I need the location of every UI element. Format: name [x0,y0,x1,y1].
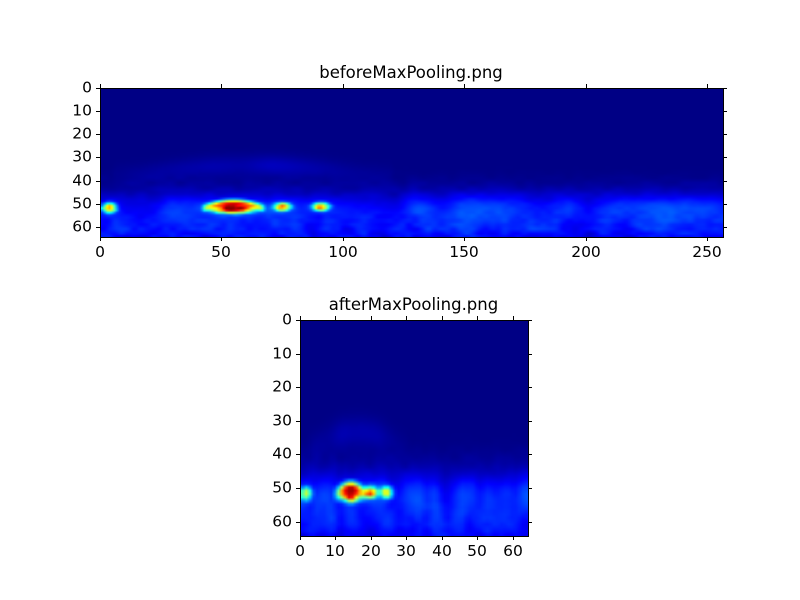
x-tick-label: 0 [95,243,105,261]
x-tick-label: 30 [396,542,416,560]
heatmap-after-max-pooling [300,320,529,537]
y-tick-label: 20 [72,124,92,143]
x-tick-label: 50 [211,243,231,261]
x-tick-label: 100 [328,243,358,261]
y-tick-mark [96,181,100,182]
x-tick-mark [477,536,478,540]
x-tick-mark [221,237,222,241]
y-tick-mark [296,454,300,455]
x-tick-mark [100,237,101,241]
x-tick-label: 250 [692,243,722,261]
heatmap-canvas-after-max-pooling [301,321,528,536]
x-tick-label: 50 [467,542,487,560]
y-tick-mark-right [723,181,727,182]
x-tick-mark-top [442,316,443,320]
y-tick-label: 30 [272,411,292,430]
x-tick-mark [343,237,344,241]
x-tick-mark-top [707,84,708,88]
x-tick-mark-top [371,316,372,320]
y-tick-label: 0 [82,78,92,97]
x-tick-mark [442,536,443,540]
y-tick-mark-right [528,488,532,489]
x-tick-mark [464,237,465,241]
y-tick-mark [96,134,100,135]
x-tick-label: 150 [449,243,479,261]
y-tick-mark [96,157,100,158]
y-tick-mark-right [528,421,532,422]
y-tick-label: 20 [272,377,292,396]
y-tick-label: 40 [72,171,92,190]
y-tick-label: 40 [272,444,292,463]
y-tick-label: 60 [272,512,292,531]
x-tick-mark [406,536,407,540]
x-tick-mark-top [100,84,101,88]
heatmap-before-max-pooling [100,88,724,238]
y-tick-mark-right [723,111,727,112]
y-tick-label: 50 [272,478,292,497]
y-tick-mark-right [528,387,532,388]
y-tick-mark-right [528,522,532,523]
y-tick-mark-right [723,204,727,205]
y-tick-mark-right [528,454,532,455]
x-tick-label: 200 [571,243,601,261]
x-tick-mark-top [464,84,465,88]
x-tick-mark [586,237,587,241]
x-tick-mark [707,237,708,241]
x-tick-mark [371,536,372,540]
x-tick-label: 10 [325,542,345,560]
y-tick-mark [296,354,300,355]
y-tick-label: 60 [72,217,92,236]
y-tick-label: 30 [72,147,92,166]
y-tick-mark-right [723,227,727,228]
x-tick-mark-top [513,316,514,320]
y-tick-mark [96,204,100,205]
y-tick-mark [296,387,300,388]
x-tick-label: 20 [361,542,381,560]
y-tick-mark [96,88,100,89]
x-tick-mark [300,536,301,540]
y-tick-mark-right [528,354,532,355]
x-tick-mark-top [477,316,478,320]
x-tick-label: 0 [295,542,305,560]
x-tick-mark-top [221,84,222,88]
x-tick-mark-top [406,316,407,320]
y-tick-mark-right [723,157,727,158]
x-tick-label: 60 [503,542,523,560]
y-tick-mark-right [723,134,727,135]
y-tick-mark [96,227,100,228]
x-tick-mark [335,536,336,540]
y-tick-mark [296,421,300,422]
y-tick-mark [96,111,100,112]
x-tick-mark [513,536,514,540]
y-tick-mark [296,522,300,523]
y-tick-mark-right [528,320,532,321]
heatmap-canvas-before-max-pooling [101,89,723,237]
y-tick-mark-right [723,88,727,89]
chart-title-before-max-pooling: beforeMaxPooling.png [319,63,503,82]
y-tick-label: 10 [72,101,92,120]
x-tick-label: 40 [432,542,452,560]
y-tick-label: 50 [72,194,92,213]
y-tick-label: 10 [272,344,292,363]
y-tick-label: 0 [282,310,292,329]
y-tick-mark [296,488,300,489]
x-tick-mark-top [586,84,587,88]
chart-title-after-max-pooling: afterMaxPooling.png [328,295,499,314]
x-tick-mark-top [300,316,301,320]
x-tick-mark-top [335,316,336,320]
y-tick-mark [296,320,300,321]
x-tick-mark-top [343,84,344,88]
